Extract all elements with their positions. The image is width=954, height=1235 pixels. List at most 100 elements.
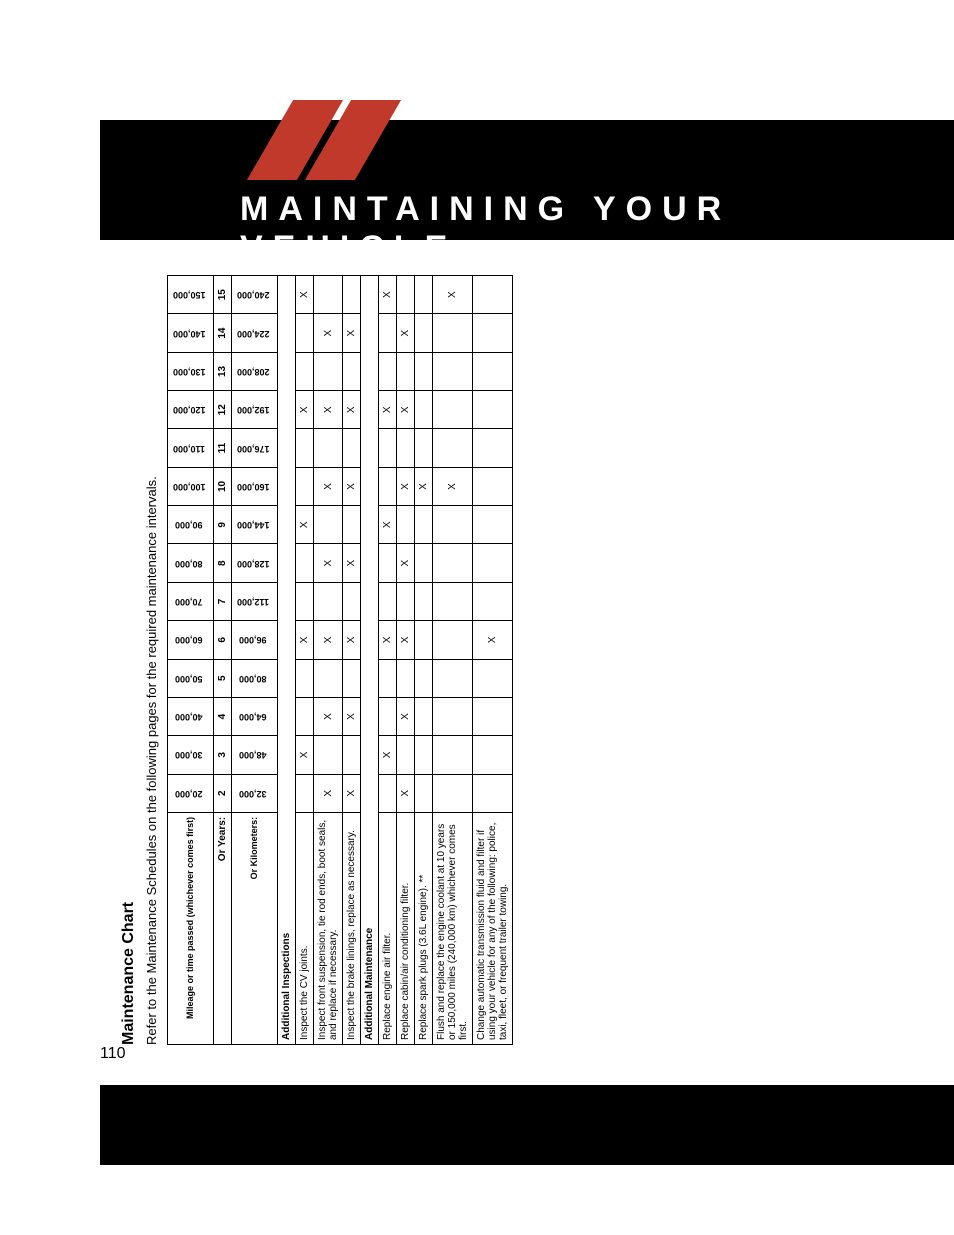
table-cell: Inspect the CV joints. [296,812,314,1044]
table-cell [314,429,343,467]
table-cell: 160,000 [232,467,278,505]
table-cell [397,506,415,544]
table-cell [397,352,415,390]
table-cell [473,391,513,429]
table-cell [397,736,415,774]
table-cell: X [314,314,343,352]
table-cell: 20,000 [168,774,214,812]
table-cell: 176,000 [232,429,278,467]
table-cell [343,429,361,467]
table-cell [433,506,473,544]
table-cell: 11 [214,429,232,467]
table-cell: X [397,314,415,352]
table-row: Inspect front suspension, tie rod ends, … [314,276,343,1045]
table-cell: X [343,467,361,505]
table-cell [296,429,314,467]
table-cell [379,774,397,812]
table-cell [433,697,473,735]
table-cell [296,314,314,352]
header-title: MAINTAINING YOUR VEHICLE [240,190,954,268]
table-row: Inspect the brake linings, replace as ne… [343,276,361,1045]
table-cell: X [473,621,513,659]
table-cell [379,544,397,582]
table-cell [314,506,343,544]
table-cell [433,314,473,352]
table-row: Inspect the CV joints.XXXXX [296,276,314,1045]
table-cell [433,429,473,467]
table-cell [379,697,397,735]
table-cell: X [314,774,343,812]
table-cell: X [343,391,361,429]
table-cell: Additional Maintenance [361,276,379,1045]
table-cell: X [343,697,361,735]
table-row: Or Kilometers:32,00048,00064,00080,00096… [232,276,278,1045]
table-cell: Inspect front suspension, tie rod ends, … [314,812,343,1044]
table-cell: 130,000 [168,352,214,390]
maintenance-chart-block: Maintenance Chart Refer to the Maintenan… [120,275,513,1045]
table-cell [473,544,513,582]
table-row: Additional Inspections [278,276,296,1045]
table-cell: 208,000 [232,352,278,390]
maintenance-table: Mileage or time passed (whichever comes … [167,275,513,1045]
table-cell [379,429,397,467]
table-cell: 90,000 [168,506,214,544]
table-cell: 10 [214,467,232,505]
table-cell [296,544,314,582]
table-cell: 5 [214,659,232,697]
table-cell: X [397,697,415,735]
table-cell: X [296,506,314,544]
chart-subtitle: Refer to the Maintenance Schedules on th… [144,275,159,1045]
table-cell [379,314,397,352]
table-cell: X [397,467,415,505]
table-cell [415,352,433,390]
table-cell: Or Years: [214,812,232,1044]
table-cell [415,697,433,735]
table-cell [433,659,473,697]
table-cell [473,736,513,774]
table-cell: Mileage or time passed (whichever comes … [168,812,214,1044]
table-cell [314,276,343,314]
table-cell: X [314,544,343,582]
table-cell [433,621,473,659]
table-cell: 70,000 [168,582,214,620]
table-cell [379,582,397,620]
table-cell: 150,000 [168,276,214,314]
table-cell [415,621,433,659]
chart-title: Maintenance Chart [120,275,138,1045]
table-cell: 110,000 [168,429,214,467]
table-cell: X [397,621,415,659]
table-cell: X [296,276,314,314]
table-cell [473,276,513,314]
table-cell [473,467,513,505]
table-cell: Additional Inspections [278,276,296,1045]
table-cell: X [314,697,343,735]
table-cell [415,391,433,429]
table-cell [433,391,473,429]
table-cell: X [296,391,314,429]
page-number: 110 [100,1045,126,1063]
table-cell: X [343,774,361,812]
table-cell: 13 [214,352,232,390]
table-cell [473,352,513,390]
table-cell [296,774,314,812]
table-cell [415,544,433,582]
table-cell: Or Kilometers: [232,812,278,1044]
table-cell: 224,000 [232,314,278,352]
table-cell: X [379,276,397,314]
table-cell: Replace cabin/air conditioning filter. [397,812,415,1044]
table-cell [415,736,433,774]
table-cell: 120,000 [168,391,214,429]
table-row: Flush and replace the engine coolant at … [433,276,473,1045]
table-cell: 8 [214,544,232,582]
table-cell: 6 [214,621,232,659]
table-cell [379,467,397,505]
table-cell [433,736,473,774]
footer-band [100,1085,954,1165]
table-cell [415,506,433,544]
table-cell: 7 [214,582,232,620]
table-cell: 48,000 [232,736,278,774]
table-cell [343,276,361,314]
table-cell: 50,000 [168,659,214,697]
table-cell [379,659,397,697]
table-cell [296,582,314,620]
